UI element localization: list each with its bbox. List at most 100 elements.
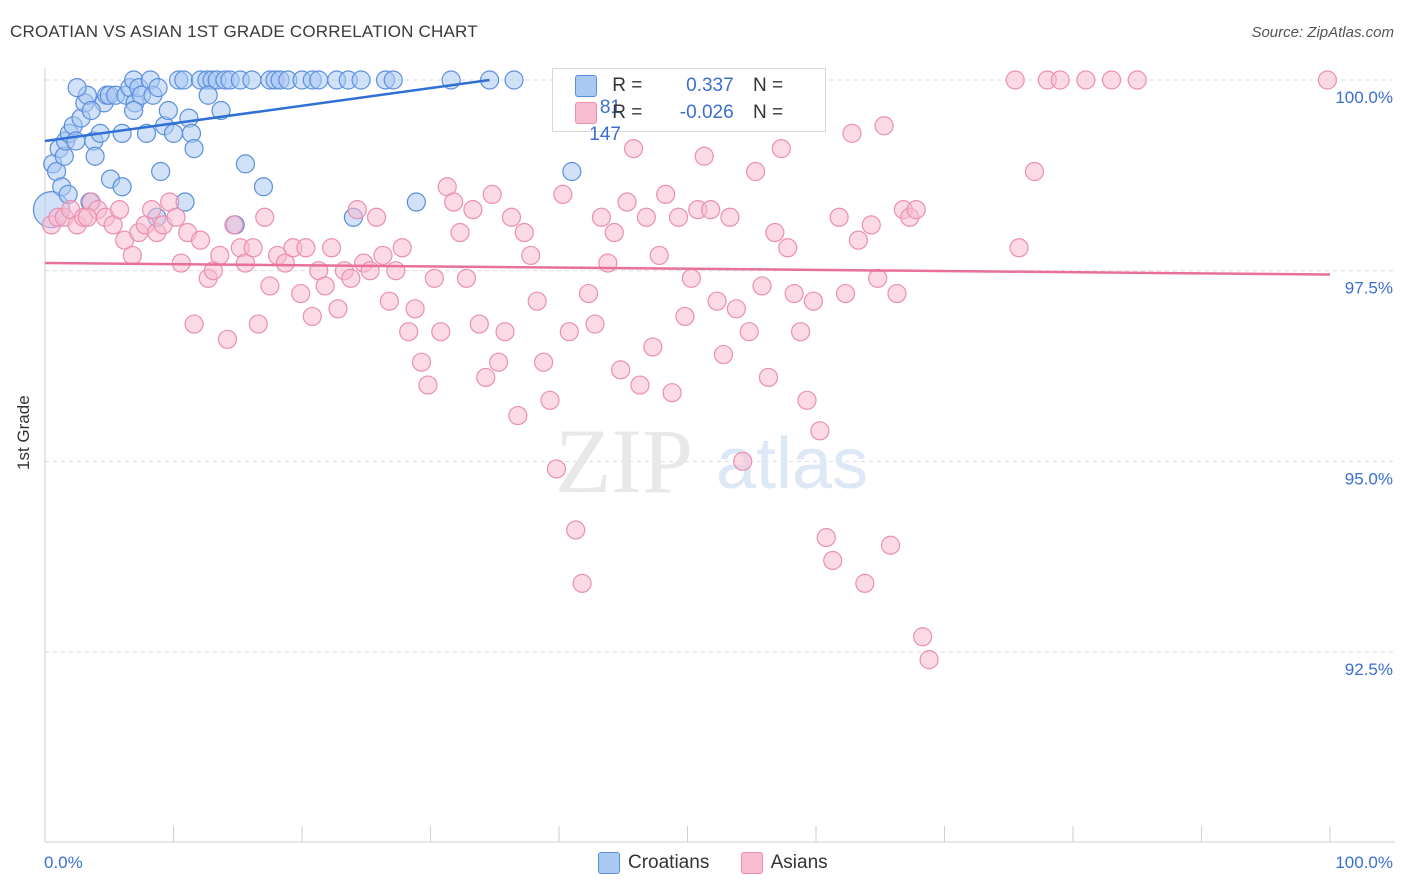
asian-point	[835, 283, 856, 304]
asian-point	[235, 253, 256, 273]
legend-label: Croatians	[628, 852, 710, 873]
croatian-trend-line	[44, 78, 490, 143]
asian-point	[527, 291, 547, 311]
asian-point	[373, 245, 393, 266]
asian-point	[765, 222, 785, 243]
asian-point	[166, 207, 186, 227]
x-tick-label: 100.0%	[1335, 853, 1393, 872]
croatian-point	[112, 177, 132, 197]
asian-point	[210, 245, 230, 266]
asian-point	[746, 161, 766, 182]
asian-point	[476, 367, 496, 388]
asian-point	[328, 299, 348, 319]
n-value: 147	[589, 124, 621, 146]
asian-point	[463, 200, 483, 220]
asian-point	[411, 352, 432, 372]
asian-point	[1101, 70, 1122, 90]
asian-trend-line	[44, 261, 1331, 276]
asian-point	[623, 139, 644, 159]
asian-point	[546, 459, 567, 479]
asian-point	[868, 268, 888, 288]
y-tick-label: 97.5%	[1345, 279, 1393, 298]
asian-point	[771, 139, 791, 159]
asian-point	[248, 314, 268, 334]
asian-point	[424, 268, 444, 288]
asian-point	[578, 283, 599, 304]
asian-point	[360, 261, 380, 281]
asian-point	[275, 253, 295, 273]
croatian-point	[151, 161, 171, 182]
asian-point	[1076, 70, 1096, 90]
asian-point	[636, 207, 656, 227]
asians-swatch	[740, 852, 763, 874]
asian-point	[694, 146, 714, 166]
asian-point	[617, 192, 637, 212]
legend-item-croatians[interactable]: Croatians	[598, 852, 709, 874]
croatian-point	[158, 100, 178, 121]
asian-point	[816, 527, 836, 548]
asian-point	[109, 200, 130, 220]
asian-point	[707, 291, 727, 311]
asian-point	[469, 314, 489, 334]
asian-point	[790, 322, 811, 342]
asian-point	[341, 268, 361, 288]
asian-point	[784, 283, 804, 304]
croatian-point	[562, 161, 582, 182]
correlation-legend: R = 0.337 N = 81 R = -0.026 N = 147	[552, 68, 826, 145]
r-label: R =	[612, 102, 643, 123]
asian-point	[880, 535, 901, 555]
asian-point	[514, 222, 534, 243]
asian-point	[456, 268, 477, 288]
asian-point	[77, 207, 98, 227]
asian-point	[366, 207, 387, 227]
asian-point	[508, 405, 528, 426]
croatian-point	[504, 70, 524, 90]
asian-point	[533, 352, 554, 372]
x-tick-label: 0.0%	[44, 853, 83, 872]
asian-point	[291, 283, 311, 304]
asian-point	[540, 390, 560, 410]
croatian-point	[253, 177, 274, 197]
asian-point	[913, 627, 933, 647]
asian-point	[260, 276, 280, 296]
asian-point	[224, 215, 244, 235]
asian-point	[184, 314, 204, 334]
asian-point	[431, 322, 451, 342]
croatian-point	[198, 85, 218, 105]
asian-point	[662, 383, 682, 403]
asian-point	[585, 314, 605, 334]
asian-point	[713, 344, 734, 365]
r-value: 0.337	[686, 75, 734, 96]
asian-point	[489, 352, 509, 372]
asian-point	[315, 276, 335, 296]
legend-row-asians: R = -0.026 N = 147	[575, 102, 825, 145]
asian-point	[643, 337, 663, 357]
croatian-point	[174, 70, 194, 90]
legend-row-croatians: R = 0.337 N = 81	[575, 75, 825, 118]
asian-point	[379, 291, 399, 311]
chart-title: CROATIAN VS ASIAN 1ST GRADE CORRELATION …	[10, 22, 478, 41]
asian-point	[1009, 238, 1029, 258]
asian-point	[386, 261, 406, 281]
asian-point	[591, 207, 612, 227]
asians-swatch	[575, 102, 597, 124]
asian-point	[296, 238, 316, 258]
asian-point	[142, 200, 162, 220]
asian-point	[572, 573, 592, 593]
croatians-swatch	[575, 75, 597, 97]
watermark-zip: ZIP	[555, 410, 693, 512]
croatian-point	[184, 139, 204, 159]
asian-point	[321, 238, 342, 258]
croatian-point	[85, 146, 105, 166]
legend-item-asians[interactable]: Asians	[740, 852, 828, 874]
asian-point	[347, 200, 367, 220]
asian-point	[797, 390, 817, 410]
n-label: N =	[752, 102, 784, 123]
asian-point	[906, 200, 926, 220]
asian-point	[630, 375, 650, 395]
r-label: R =	[612, 75, 643, 96]
n-label: N =	[752, 75, 784, 96]
croatian-point	[351, 70, 371, 90]
asian-point	[399, 322, 419, 342]
asian-point	[122, 245, 142, 266]
